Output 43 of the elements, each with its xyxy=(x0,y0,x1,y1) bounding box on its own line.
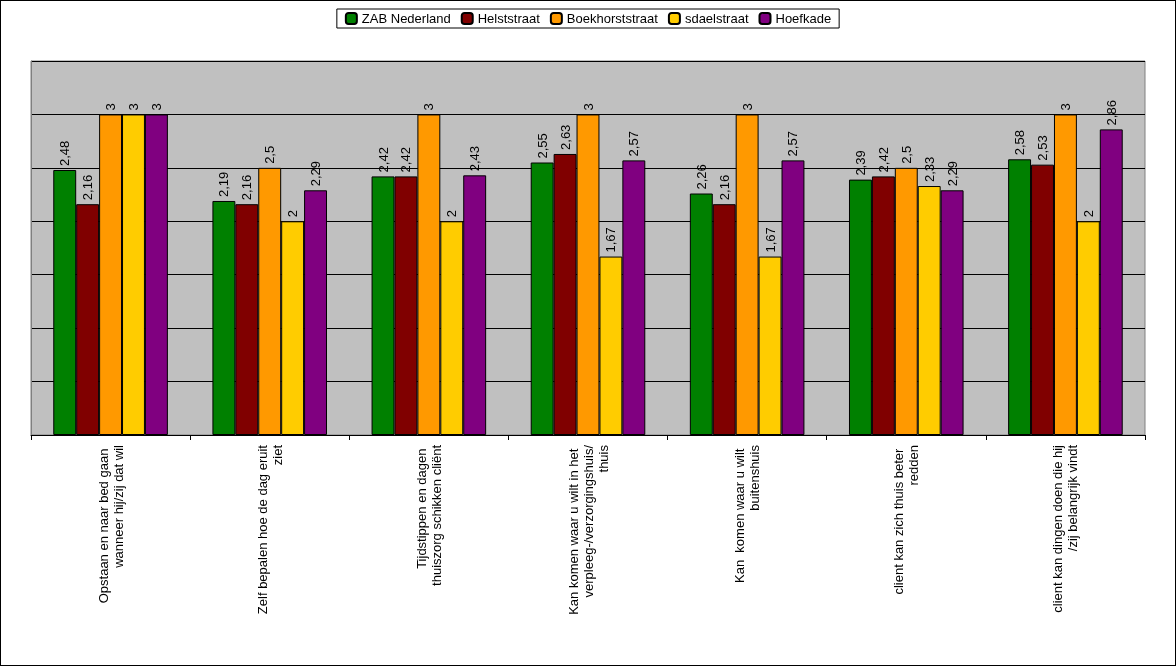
data-label: 3 xyxy=(421,103,437,111)
data-label: 2,19 xyxy=(216,171,232,197)
legend-label: Hoefkade xyxy=(775,11,832,26)
data-label: 2,55 xyxy=(534,133,550,159)
data-label: 2 xyxy=(444,210,460,218)
legend-label: sdaelstraat xyxy=(684,11,749,26)
data-label: 3 xyxy=(580,103,596,111)
data-label: 2,57 xyxy=(785,131,801,157)
data-label: 2 xyxy=(285,210,301,218)
data-label: 2,16 xyxy=(80,174,96,201)
data-label: 2,5 xyxy=(262,145,278,164)
data-label: 3 xyxy=(1057,103,1073,111)
data-label: 2,29 xyxy=(308,160,324,187)
data-label: 2,16 xyxy=(716,174,732,201)
data-label: 2,33 xyxy=(921,156,937,183)
x-tick-label: Kan komen waar u wilt in het verpleeg-/verzorgingshuis/thuis xyxy=(565,444,611,615)
data-label: 3 xyxy=(125,103,141,111)
data-label: 2,16 xyxy=(239,174,255,201)
data-label: 3 xyxy=(739,103,755,111)
data-label: 2,26 xyxy=(693,164,709,190)
data-label: 2,48 xyxy=(57,140,73,166)
data-label: 2,63 xyxy=(557,124,573,150)
x-tick-label: Opstaan en naar bed gaan wanneer hij/zij dat wil xyxy=(95,444,126,604)
legend-label: Helststraat xyxy=(477,11,541,26)
data-label: 2 xyxy=(1080,210,1096,218)
data-label: 2,86 xyxy=(1103,100,1119,126)
data-label: 2,57 xyxy=(626,131,642,157)
data-label: 2,5 xyxy=(898,145,914,164)
data-label: 2,58 xyxy=(1012,130,1028,156)
x-tick-label: Tijdstippen en dagen thuiszorg schikken cliënt xyxy=(413,444,444,586)
data-label: 2,29 xyxy=(944,160,960,187)
data-label: 2,39 xyxy=(852,150,868,176)
legend-label: ZAB Nederland xyxy=(361,11,451,26)
data-label: 2,53 xyxy=(1035,135,1051,161)
data-label: 3 xyxy=(148,103,164,111)
legend-label: Boekhorststraat xyxy=(566,11,659,26)
data-label: 1,67 xyxy=(603,227,619,253)
x-tick-label: client kan zich thuis beter redden xyxy=(891,445,922,595)
x-tick-label: Zelf bepalen hoe de dag eruit ziet xyxy=(254,444,285,615)
x-tick-label: client kan dingen doen die hij/zij belangrijk vindt xyxy=(1050,444,1081,613)
data-label: 1,67 xyxy=(762,227,778,253)
data-label: 3 xyxy=(103,103,119,111)
x-tick-label: Kan komen waar u wilt buitenshuis xyxy=(732,444,763,584)
